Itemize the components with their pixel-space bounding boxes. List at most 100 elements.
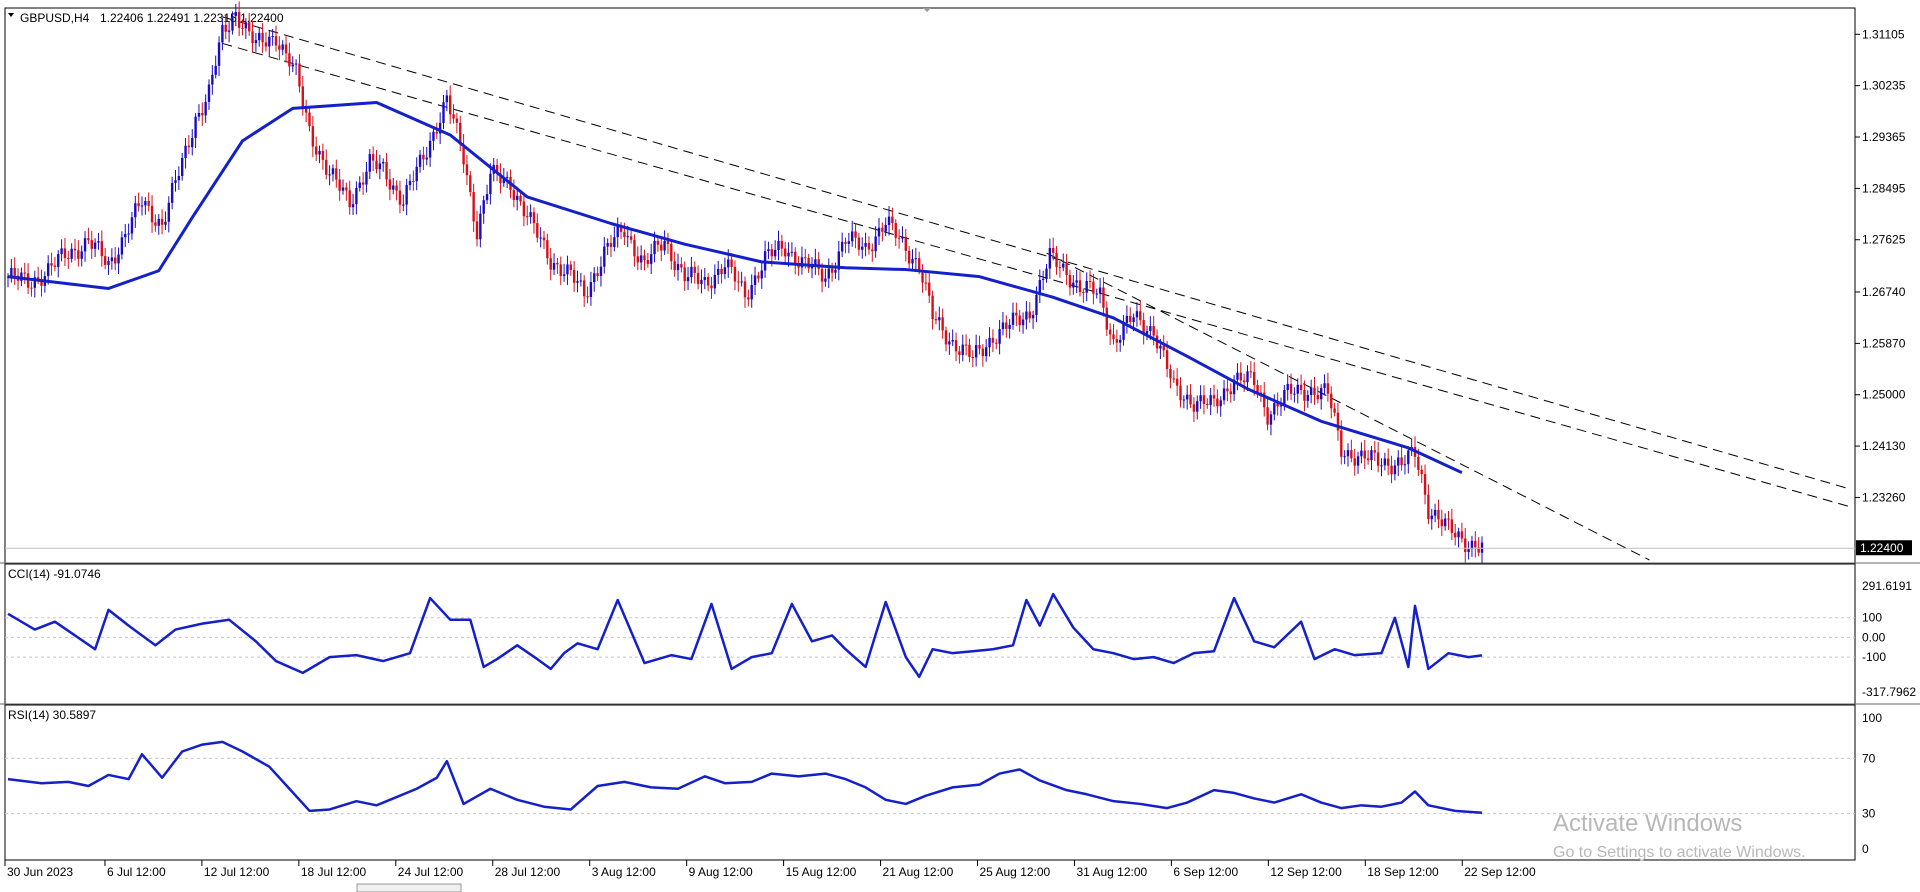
candle-body [120,237,124,255]
time-tick-label: 30 Jun 2023 [7,865,73,879]
candle-body [1149,326,1152,332]
candle-body [1333,408,1336,413]
candle-body [124,234,127,238]
candle-body [1175,378,1179,386]
candle-body [1082,292,1085,294]
candle-body [1383,458,1387,466]
time-tick-label: 12 Sep 12:00 [1270,865,1342,879]
candle-body [730,259,733,267]
candle-body [1159,345,1162,349]
candle-body [961,344,964,355]
candle-body [713,275,717,289]
candle-body [800,257,804,268]
candle-body [107,261,110,265]
candle-body [90,240,93,249]
candle-body [867,243,871,250]
candle-body [325,159,328,175]
candle-body [261,32,264,43]
candle-body [951,340,954,342]
price-tick-label: 1.27625 [1862,233,1906,247]
candle-body [214,65,217,75]
candle-body [455,118,459,123]
candle-body [103,256,107,265]
candle-body [710,285,713,289]
candle-body [887,216,891,225]
cci-tick-label: -317.7962 [1862,685,1916,699]
candle-body [298,63,301,87]
candle-body [335,168,338,180]
candle-body [1078,280,1082,293]
candle-body [1196,401,1199,412]
candle-body [1232,379,1236,395]
candle-body [1209,395,1212,405]
candle-body [1162,345,1165,351]
candle-body [167,202,170,222]
candle-body [944,330,948,345]
candle-body [147,201,150,206]
candle-body [288,53,291,67]
moving-average-line [7,100,1463,475]
candle-body [375,160,378,170]
candle-body [117,254,120,264]
candle-body [1286,383,1289,391]
cci-tick-label: 291.6191 [1862,579,1912,593]
candle-body [857,237,861,250]
candle-body [231,16,234,31]
price-tick-label: 1.29365 [1862,130,1906,144]
candle-body [114,257,117,264]
candle-body [636,256,639,263]
candle-body [1253,371,1256,385]
candle-body [1420,469,1423,475]
candle-body [1447,518,1450,520]
candle-body [717,268,720,276]
candle-body [23,272,26,274]
time-tick-label: 3 Aug 12:00 [592,865,656,879]
candle-body [211,74,214,85]
candle-body [737,281,740,283]
candle-body [395,185,398,191]
chart-shift-marker-icon[interactable] [923,8,931,12]
candle-body [452,114,455,119]
candle-body [201,112,204,116]
candle-body [1048,248,1052,269]
time-tick-label: 22 Sep 12:00 [1464,865,1536,879]
candle-body [1440,519,1443,527]
candle-body [241,27,244,29]
candle-body [164,221,167,225]
candle-body [1212,395,1216,399]
cci-tick-label: 0.00 [1862,630,1886,644]
candle-body [1065,263,1068,276]
candle-body [1206,403,1209,405]
candle-body [1008,324,1011,329]
candle-body [1326,383,1330,394]
candle-body [1038,280,1041,295]
candle-body [1229,391,1232,395]
candle-body [978,345,981,349]
candle-body [1222,388,1226,401]
candle-body [388,179,392,190]
candle-body [170,182,174,203]
candle-body [311,126,315,147]
candle-body [897,237,901,239]
candle-body [837,251,840,270]
trendlines [222,16,1851,561]
candle-body [971,356,974,358]
candle-body [1400,457,1403,466]
candle-body [341,187,345,191]
candle-body [1276,403,1279,407]
candle-body [723,267,727,275]
candle-body [331,168,335,175]
candle-body [291,64,294,67]
collapse-triangle-icon[interactable] [8,13,14,17]
candle-body [1427,494,1430,520]
candle-body [596,273,599,277]
candle-body [207,84,211,102]
chart-tab[interactable] [356,883,462,892]
candle-body [469,175,472,193]
candle-body [562,274,566,276]
candle-body [891,216,894,224]
candle-body [985,347,988,357]
cci-series [7,592,1483,679]
candle-body [864,243,867,247]
candle-body [304,106,308,113]
